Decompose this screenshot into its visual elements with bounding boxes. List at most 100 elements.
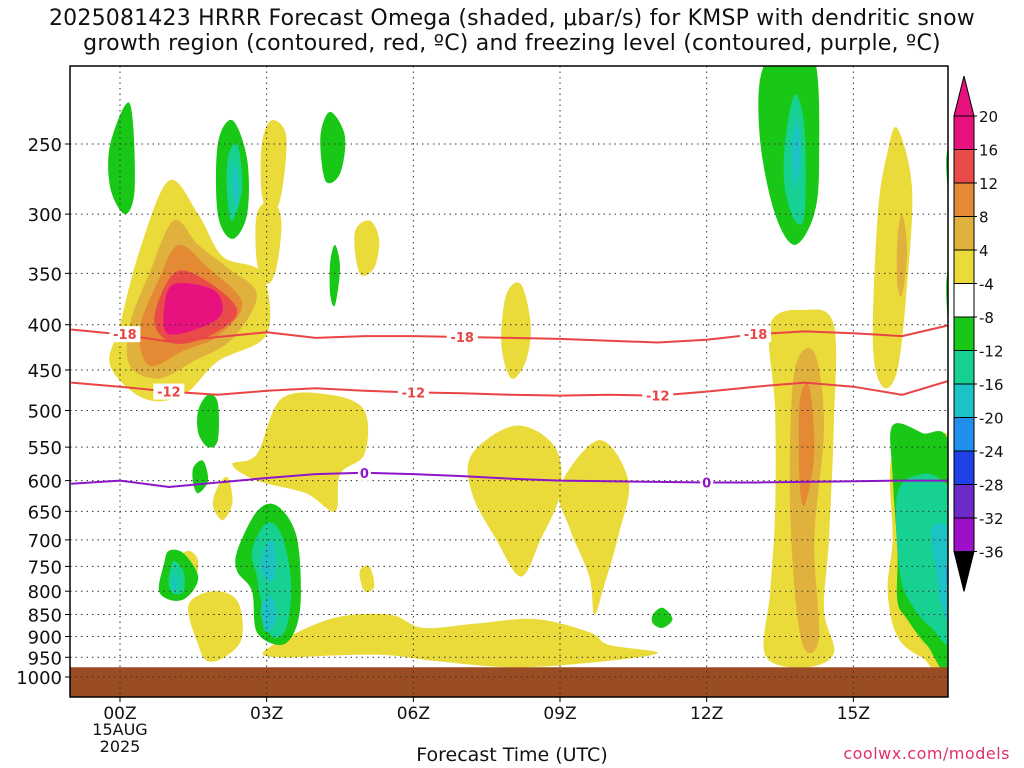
- omega-region: [558, 440, 630, 615]
- grid-lines: [70, 66, 948, 697]
- colorbar-over-arrow: [953, 75, 975, 117]
- colorbar-segment: [953, 316, 975, 351]
- y-tick-label: 700: [28, 531, 62, 552]
- x-tick-label: 09Z: [543, 704, 576, 724]
- y-tick-label: 250: [28, 135, 62, 156]
- contour-label-bg: [446, 329, 478, 346]
- colorbar-label: -24: [979, 443, 1004, 461]
- contour-label-bg: [153, 383, 185, 400]
- y-tick-label: 950: [28, 648, 62, 669]
- contour-label: -18: [450, 331, 474, 346]
- omega-region: [895, 473, 948, 645]
- y-tick-label: 750: [28, 557, 62, 578]
- contour-label: -12: [157, 386, 181, 401]
- colorbar-segment: [953, 249, 975, 284]
- omega-region: [872, 126, 913, 389]
- x-axis-label: Forecast Time (UTC): [416, 744, 608, 766]
- y-tick-label: 850: [28, 606, 62, 627]
- colorbar-segment: [953, 182, 975, 217]
- colorbar-label: -16: [979, 376, 1004, 394]
- omega-region: [255, 200, 282, 285]
- colorbar-label: 16: [979, 142, 998, 160]
- contour-line-minus18: [71, 324, 948, 344]
- colorbar-label: 12: [979, 175, 998, 193]
- x-tick-date: 15AUG: [92, 720, 147, 739]
- omega-region: [359, 565, 375, 593]
- y-tick-label: 350: [28, 264, 62, 285]
- colorbar-label: -4: [979, 276, 994, 294]
- contour-label-bg: [109, 326, 141, 343]
- y-tick-label: 500: [28, 402, 62, 423]
- omega-region: [467, 425, 562, 577]
- contour-label-bg: [397, 384, 429, 401]
- omega-region: [232, 161, 239, 212]
- title-line-2: growth region (contoured, red, ºC) and f…: [83, 31, 941, 56]
- y-tick-label: 400: [28, 316, 62, 337]
- contour-label: -18: [744, 328, 768, 343]
- colorbar-segment: [953, 283, 975, 318]
- axes: 2503003504004505005506006507007508008509…: [16, 65, 949, 756]
- y-tick-label: 300: [28, 205, 62, 226]
- omega-region: [931, 523, 948, 622]
- colorbar-label: 8: [979, 209, 989, 227]
- x-tick-year: 2025: [100, 737, 141, 756]
- colorbar-segment: [953, 383, 975, 418]
- contour-label: -12: [402, 386, 426, 401]
- colorbar-label: -28: [979, 477, 1004, 495]
- y-tick-label: 550: [28, 438, 62, 459]
- contour-label-bg: [357, 464, 371, 481]
- colorbar-segment: [953, 450, 975, 485]
- colorbar-segment: [953, 216, 975, 251]
- surface-band: [70, 667, 948, 697]
- omega-region: [187, 591, 243, 662]
- y-tick-label: 1000: [16, 668, 62, 689]
- x-tick-label: 00Z: [103, 704, 136, 724]
- freezing-level-contours: 00: [71, 464, 948, 492]
- source-credit[interactable]: coolwx.com/models: [843, 744, 1010, 763]
- omega-region: [789, 348, 824, 654]
- omega-region: [329, 244, 340, 307]
- chart-title: 2025081423 HRRR Forecast Omega (shaded, …: [0, 6, 1024, 56]
- x-tick-label: 12Z: [690, 704, 723, 724]
- colorbar-segment: [953, 149, 975, 184]
- colorbar: 20 16 12 8 4 -4 -8 -12 -16 -20 -24 -28 -32 -36: [953, 75, 1004, 592]
- y-tick-label: 800: [28, 582, 62, 603]
- colorbar-label: 20: [979, 108, 998, 126]
- colorbar-label: -32: [979, 510, 1004, 528]
- omega-region: [260, 595, 277, 633]
- omega-region: [232, 392, 369, 512]
- omega-region: [792, 119, 801, 188]
- colorbar-segment: [953, 417, 975, 452]
- colorbar-segment: [953, 115, 975, 150]
- colorbar-label: -20: [979, 410, 1004, 428]
- omega-region: [896, 213, 908, 297]
- omega-region: [172, 571, 178, 594]
- omega-region: [197, 394, 219, 448]
- y-tick-label: 650: [28, 502, 62, 523]
- omega-region: [163, 282, 223, 335]
- contour-label: 0: [702, 477, 711, 492]
- colorbar-label: -12: [979, 343, 1004, 361]
- x-tick-label: 03Z: [250, 704, 283, 724]
- title-line-1: 2025081423 HRRR Forecast Omega (shaded, …: [48, 6, 976, 31]
- omega-region: [262, 613, 659, 668]
- contour-line-0: [71, 471, 948, 489]
- omega-region: [354, 220, 380, 276]
- contour-label: -12: [646, 390, 670, 405]
- colorbar-segment: [953, 484, 975, 519]
- contour-label-bg: [740, 326, 772, 343]
- x-tick-label: 15Z: [837, 704, 870, 724]
- contour-label-bg: [700, 474, 714, 491]
- contour-label: -18: [113, 328, 137, 343]
- colorbar-label: 4: [979, 242, 989, 260]
- omega-region: [260, 539, 277, 582]
- colorbar-label: -8: [979, 309, 994, 327]
- contour-label: 0: [360, 467, 369, 482]
- colorbar-segment: [953, 350, 975, 385]
- y-tick-label: 450: [28, 361, 62, 382]
- plot-frame: [69, 65, 949, 698]
- omega-shading: [108, 66, 948, 680]
